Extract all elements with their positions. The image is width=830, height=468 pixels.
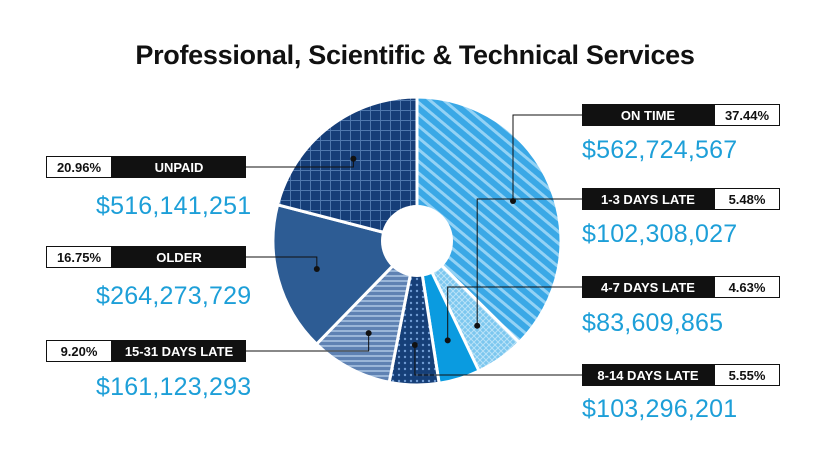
slice-amount-unpaid: $516,141,251: [96, 192, 252, 220]
leader-dot-unpaid: [350, 155, 357, 162]
slice-percent: 16.75%: [46, 246, 112, 268]
leader-dot-1-3-days-late: [474, 322, 481, 329]
slice-name: ON TIME: [582, 104, 714, 126]
pie-slice-older: [271, 202, 420, 347]
leader-dot-older: [313, 265, 320, 272]
slice-name: 1-3 DAYS LATE: [582, 188, 714, 210]
leader-dot-15-31-days-late: [365, 330, 372, 337]
slice-amount-8-14-days-late: $103,296,201: [582, 395, 738, 423]
leader-line-15-31-days-late: [246, 333, 370, 352]
slice-label-4-7-days-late: 4-7 DAYS LATE 4.63%: [582, 276, 780, 298]
slice-amount-on-time: $562,724,567: [582, 136, 738, 164]
slice-label-15-31-days-late: 9.20% 15-31 DAYS LATE: [46, 340, 246, 362]
slice-percent: 9.20%: [46, 340, 112, 362]
slice-label-1-3-days-late: 1-3 DAYS LATE 5.48%: [582, 188, 780, 210]
pie-slice-15-31-days-late: [314, 236, 420, 385]
chart-title: Professional, Scientific & Technical Ser…: [135, 40, 695, 70]
slice-amount-15-31-days-late: $161,123,293: [96, 373, 252, 401]
slice-amount-older: $264,273,729: [96, 282, 252, 310]
slice-percent: 37.44%: [714, 104, 780, 126]
slice-label-older: 16.75% OLDER: [46, 246, 246, 268]
slice-percent: 5.55%: [714, 364, 780, 386]
leader-dot-on-time: [510, 198, 517, 205]
slice-label-on-time: ON TIME 37.44%: [582, 104, 780, 126]
leader-line-older: [246, 256, 318, 269]
leader-line-8-14-days-late: [414, 344, 582, 376]
leader-dot-4-7-days-late: [444, 337, 451, 344]
slice-name: OLDER: [112, 246, 246, 268]
slice-amount-4-7-days-late: $83,609,865: [582, 309, 724, 337]
leader-line-on-time: [512, 114, 582, 202]
donut-hole: [381, 205, 453, 277]
pie-slice-unpaid: [275, 95, 419, 243]
slice-name: UNPAID: [112, 156, 246, 178]
slice-name: 4-7 DAYS LATE: [582, 276, 714, 298]
slice-name: 8-14 DAYS LATE: [582, 364, 714, 386]
slice-label-8-14-days-late: 8-14 DAYS LATE 5.55%: [582, 364, 780, 386]
slice-percent: 4.63%: [714, 276, 780, 298]
slice-percent: 20.96%: [46, 156, 112, 178]
slice-amount-1-3-days-late: $102,308,027: [582, 220, 738, 248]
pie-slice-on-time: [415, 95, 563, 345]
leader-line-1-3-days-late: [476, 198, 582, 326]
leader-dot-8-14-days-late: [411, 341, 418, 348]
slice-percent: 5.48%: [714, 188, 780, 210]
leader-line-4-7-days-late: [447, 286, 582, 341]
slice-label-unpaid: 20.96% UNPAID: [46, 156, 246, 178]
slice-name: 15-31 DAYS LATE: [112, 340, 246, 362]
